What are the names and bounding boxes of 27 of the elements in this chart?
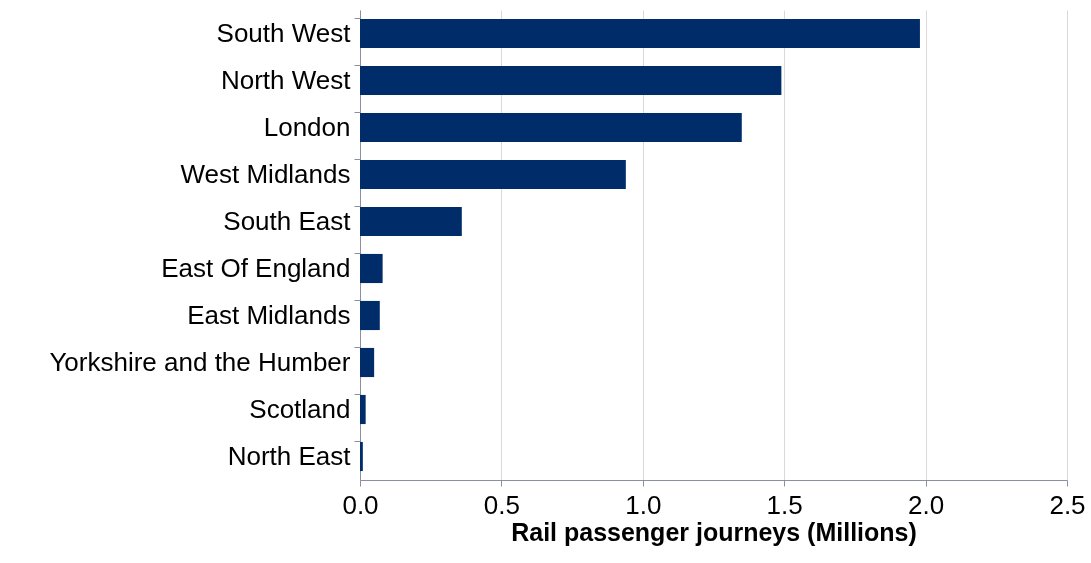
y-tick-label: North West bbox=[220, 64, 352, 95]
x-tick-label: 2.0 bbox=[908, 489, 945, 520]
x-tick-label: 0.5 bbox=[483, 489, 520, 520]
y-tick-label: North East bbox=[227, 440, 352, 471]
bar bbox=[360, 253, 383, 284]
x-tick-label: 0.0 bbox=[342, 489, 379, 520]
y-tick-label: Scotland bbox=[249, 393, 351, 424]
y-tick-label: South West bbox=[216, 17, 352, 48]
bar bbox=[360, 206, 462, 237]
bar bbox=[360, 300, 380, 331]
x-tick-label: 2.5 bbox=[1049, 489, 1086, 520]
bar bbox=[360, 394, 366, 425]
bar bbox=[360, 112, 742, 143]
y-tick-label: East Of England bbox=[161, 252, 351, 283]
bar bbox=[360, 347, 375, 378]
bar bbox=[360, 441, 363, 472]
x-tick-label: 1.0 bbox=[625, 489, 662, 520]
y-tick-label: East Midlands bbox=[187, 299, 351, 330]
y-tick-label: South East bbox=[223, 205, 352, 236]
y-tick-label: West Midlands bbox=[180, 158, 351, 189]
y-tick-label: London bbox=[263, 111, 351, 142]
bar bbox=[360, 159, 626, 190]
x-axis-title: Rail passenger journeys (Millions) bbox=[511, 517, 917, 546]
y-tick-label: Yorkshire and the Humber bbox=[49, 346, 351, 377]
x-tick-label: 1.5 bbox=[766, 489, 803, 520]
bar bbox=[360, 18, 920, 49]
bar bbox=[360, 65, 782, 96]
